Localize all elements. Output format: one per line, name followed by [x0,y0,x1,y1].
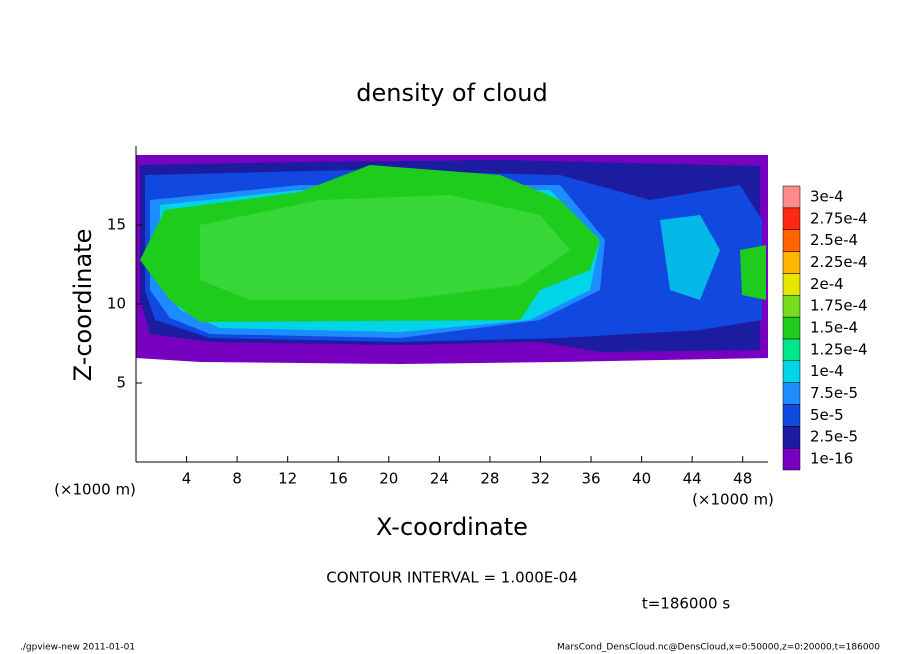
colorbar-label: 2e-4 [810,275,844,293]
colorbar-label: 3e-4 [810,187,844,205]
colorbar-label: 2.5e-4 [810,231,858,249]
colorbar-swatch [782,207,801,230]
y-axis-label: Z-coordinate [69,229,97,382]
colorbar-label: 2.25e-4 [810,253,868,271]
x-tick-label: 36 [581,470,600,488]
cloud-field [136,155,768,364]
x-tick-label: 48 [733,470,752,488]
x-tick-label: 8 [232,470,242,488]
footer-right: MarsCond_DensCloud.nc@DensCloud,x=0:5000… [557,643,880,653]
x-tick-label: 32 [531,470,550,488]
colorbar-label: 1e-16 [810,450,853,468]
colorbar-swatch [782,251,801,274]
x-unit: (×1000 m) [54,481,136,499]
colorbar-swatch [782,294,801,318]
colorbar-swatch [782,273,801,296]
colorbar-swatch [782,404,801,427]
chart-title: density of cloud [356,79,547,107]
colorbar-swatch [782,426,801,449]
footer-left: ./gpview-new 2011-01-01 [20,643,135,653]
colorbar-label: 1.5e-4 [810,319,858,337]
colorbar-label: 1.75e-4 [810,297,868,315]
contour-note: CONTOUR INTERVAL = 1.000E-04 [326,569,577,587]
y-tick-label: 5 [116,374,126,392]
colorbar-swatch [782,229,801,252]
y-tick-label: 10 [107,295,126,313]
colorbar-label: 1.25e-4 [810,340,868,358]
colorbar-swatch [782,447,801,471]
x-tick-label: 20 [379,470,398,488]
x-tick-label: 44 [683,470,702,488]
x-tick-label: 12 [278,470,297,488]
colorbar-swatch [782,382,801,405]
x-tick-label: 16 [329,470,348,488]
x-axis-label: X-coordinate [376,513,528,541]
y-tick-label: 15 [107,216,126,234]
x-tick-label: 24 [430,470,449,488]
colorbar-label: 5e-5 [810,406,844,424]
colorbar-label: 2.5e-5 [810,428,858,446]
colorbar-swatch [782,316,801,340]
x-tick-label: 40 [632,470,651,488]
colorbar-label: 2.75e-4 [810,209,868,227]
x-tick-label: 4 [182,470,192,488]
colorbar-swatch [782,185,801,209]
colorbar-swatch [782,360,801,383]
x-tick-label: 28 [480,470,499,488]
colorbar-label: 1e-4 [810,362,844,380]
colorbar-swatch [782,338,801,362]
colorbar-label: 7.5e-5 [810,384,858,402]
y-unit: (×1000 m) [692,491,774,509]
time-label: t=186000 s [642,595,730,613]
